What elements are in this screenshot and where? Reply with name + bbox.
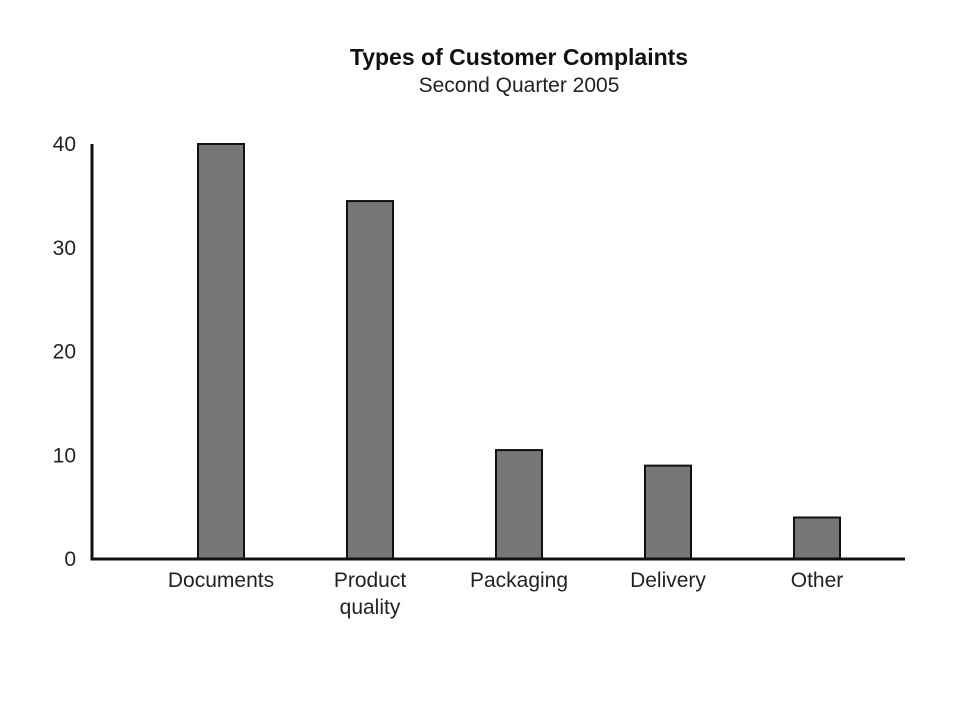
y-tick-label: 10 bbox=[53, 444, 76, 467]
y-tick-label: 0 bbox=[64, 548, 76, 571]
chart-title: Types of Customer Complaints bbox=[350, 44, 688, 70]
x-tick-label: Delivery bbox=[630, 569, 706, 592]
bar bbox=[793, 516, 841, 560]
bar bbox=[197, 143, 245, 560]
bar-group bbox=[197, 143, 841, 560]
bar bbox=[346, 200, 394, 560]
x-tick-label: Other bbox=[791, 569, 844, 592]
y-tick-label: 20 bbox=[53, 341, 76, 364]
x-tick-label: Documents bbox=[168, 569, 274, 592]
y-tick-label: 40 bbox=[53, 133, 76, 156]
x-axis-labels: Documents Product quality Packaging Delivery… bbox=[168, 569, 843, 619]
bar bbox=[495, 449, 543, 560]
y-tick-label: 30 bbox=[53, 237, 76, 260]
bar bbox=[644, 464, 692, 560]
x-tick-label: Packaging bbox=[470, 569, 568, 592]
chart-axes bbox=[90, 144, 905, 561]
y-axis-ticks: 0 10 20 30 40 bbox=[53, 133, 76, 571]
chart-subtitle: Second Quarter 2005 bbox=[419, 74, 620, 97]
x-tick-label: Product quality bbox=[334, 569, 407, 619]
